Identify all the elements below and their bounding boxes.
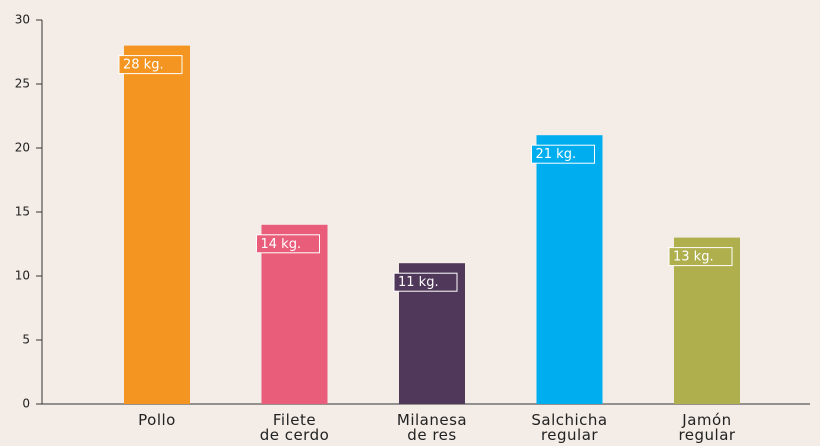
y-tick-label: 15 bbox=[15, 205, 30, 219]
x-tick-label: Jamón regular bbox=[678, 411, 736, 444]
value-label: 13 kg. bbox=[673, 250, 714, 265]
y-tick-label: 25 bbox=[15, 77, 30, 91]
value-label-box bbox=[668, 247, 733, 267]
y-tick-label: 20 bbox=[15, 141, 30, 155]
value-label: 28 kg. bbox=[123, 58, 164, 73]
value-label-box bbox=[118, 55, 183, 75]
y-tick-label: 10 bbox=[15, 269, 30, 283]
x-tick-label: Salchicha regular bbox=[531, 411, 608, 444]
y-tick-label: 0 bbox=[22, 397, 30, 411]
value-label: 21 kg. bbox=[536, 147, 577, 162]
value-label: 11 kg. bbox=[398, 275, 439, 290]
value-label-box bbox=[256, 234, 320, 254]
bar bbox=[124, 45, 190, 404]
y-tick-label: 30 bbox=[15, 13, 30, 27]
value-label-box bbox=[393, 272, 458, 292]
bar bbox=[536, 135, 603, 404]
value-label: 14 kg. bbox=[261, 237, 302, 252]
value-label-box bbox=[531, 144, 595, 164]
y-tick-label: 5 bbox=[22, 333, 30, 347]
bar bbox=[261, 224, 328, 404]
x-tick-label: Pollo bbox=[138, 411, 176, 429]
x-tick-label: Milanesa de res bbox=[396, 411, 468, 444]
x-tick-label: Filete de cerdo bbox=[259, 411, 330, 444]
